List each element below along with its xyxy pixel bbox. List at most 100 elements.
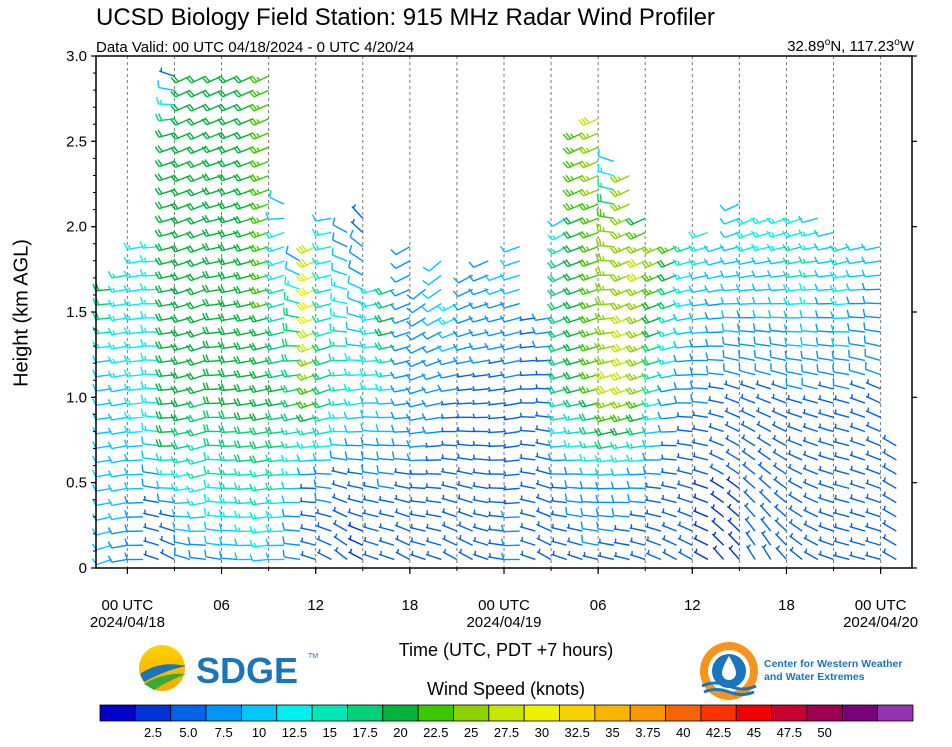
barb-feather [204,270,210,278]
wind-barb [299,527,316,532]
barb-feather [175,458,179,463]
barb-feather [295,374,302,381]
barb-feather [472,399,476,405]
barb-feather [405,334,413,341]
barb-feather [633,232,637,238]
barb-feather [727,476,731,481]
barb-feather [547,220,554,227]
barb-feather [594,327,599,335]
wind-barb [789,548,803,561]
barb-feather [128,357,131,363]
wind-barb [739,288,756,292]
wind-barb [759,504,772,518]
sdge-swoosh-icon [144,673,186,690]
wind-barb [865,482,881,490]
barb-feather [597,282,602,291]
barb-feather [171,509,175,517]
barb-feather [578,400,584,408]
barb-feather [374,342,380,350]
barb-feather [312,453,317,461]
barb-feather [773,434,776,440]
barb-feather [173,427,179,435]
barb-feather [503,485,507,490]
barb-feather [641,289,647,296]
barb-feather [173,244,179,252]
wind-barb [677,524,693,532]
wind-barb [865,453,881,461]
wind-barb [802,495,819,504]
barb-feather [375,437,379,446]
wind-barb [723,288,740,292]
barb-feather [656,247,663,254]
wind-barb [425,430,442,435]
barb-feather [185,316,192,324]
wind-barb [503,402,520,407]
barb-feather [311,414,317,422]
barb-feather [207,469,210,474]
barb-feather [500,538,505,546]
barb-feather [201,271,207,279]
barb-feather [376,465,379,473]
barb-feather [188,117,195,125]
barb-feather [220,229,226,237]
barb-feather [188,550,191,558]
barb-feather [815,323,819,332]
barb-feather [188,160,195,167]
wind-barb [535,442,552,447]
barb-feather [643,343,650,351]
barb-feather [632,303,637,308]
barb-feather [863,322,866,330]
barb-feather [205,368,210,376]
barb-feather [678,507,681,512]
barb-feather [264,412,270,421]
barb-feather [236,440,241,448]
wind-barb [773,492,787,504]
barb-feather [425,456,428,461]
barb-feather [597,297,602,305]
barb-feather [788,463,792,469]
wind-barb [833,554,850,561]
wind-barb [629,513,646,518]
barb-feather [377,287,383,295]
barb-feather [594,357,599,365]
barb-feather [609,289,616,296]
barb-feather [628,288,634,295]
barb-feather [783,297,787,305]
wind-barb [378,457,395,461]
wind-barb [660,497,677,504]
barb-feather [690,394,693,402]
barb-feather [656,343,662,351]
barb-feather [581,385,587,393]
barb-feather [248,189,255,196]
barb-feather [390,276,396,283]
barb-feather [742,447,746,453]
barb-feather [641,247,647,254]
colorbar-swatch [594,704,631,722]
barb-feather [313,479,317,487]
barb-feather [503,415,507,420]
sdge-wordmark: SDGE [196,650,298,691]
wind-barb [487,500,505,504]
barb-feather [251,300,257,308]
barb-feather [374,356,380,364]
barb-feather [188,146,195,153]
wind-barb [803,551,819,561]
barb-feather [625,233,632,240]
wind-barb [691,331,709,334]
barb-feather [235,173,242,181]
wind-barb [743,490,756,504]
barb-feather [251,202,257,209]
barb-feather [172,521,175,530]
barb-feather [143,299,147,305]
wind-barb [802,217,819,224]
barb-feather [784,337,787,345]
barb-feather [389,317,396,324]
wind-barb [409,526,426,532]
barb-feather [284,276,287,284]
barb-feather [248,259,254,267]
barb-feather [609,218,616,226]
barb-feather [154,188,160,195]
barb-feather [128,428,131,433]
wind-barb [536,537,552,546]
barb-feather [753,349,756,358]
